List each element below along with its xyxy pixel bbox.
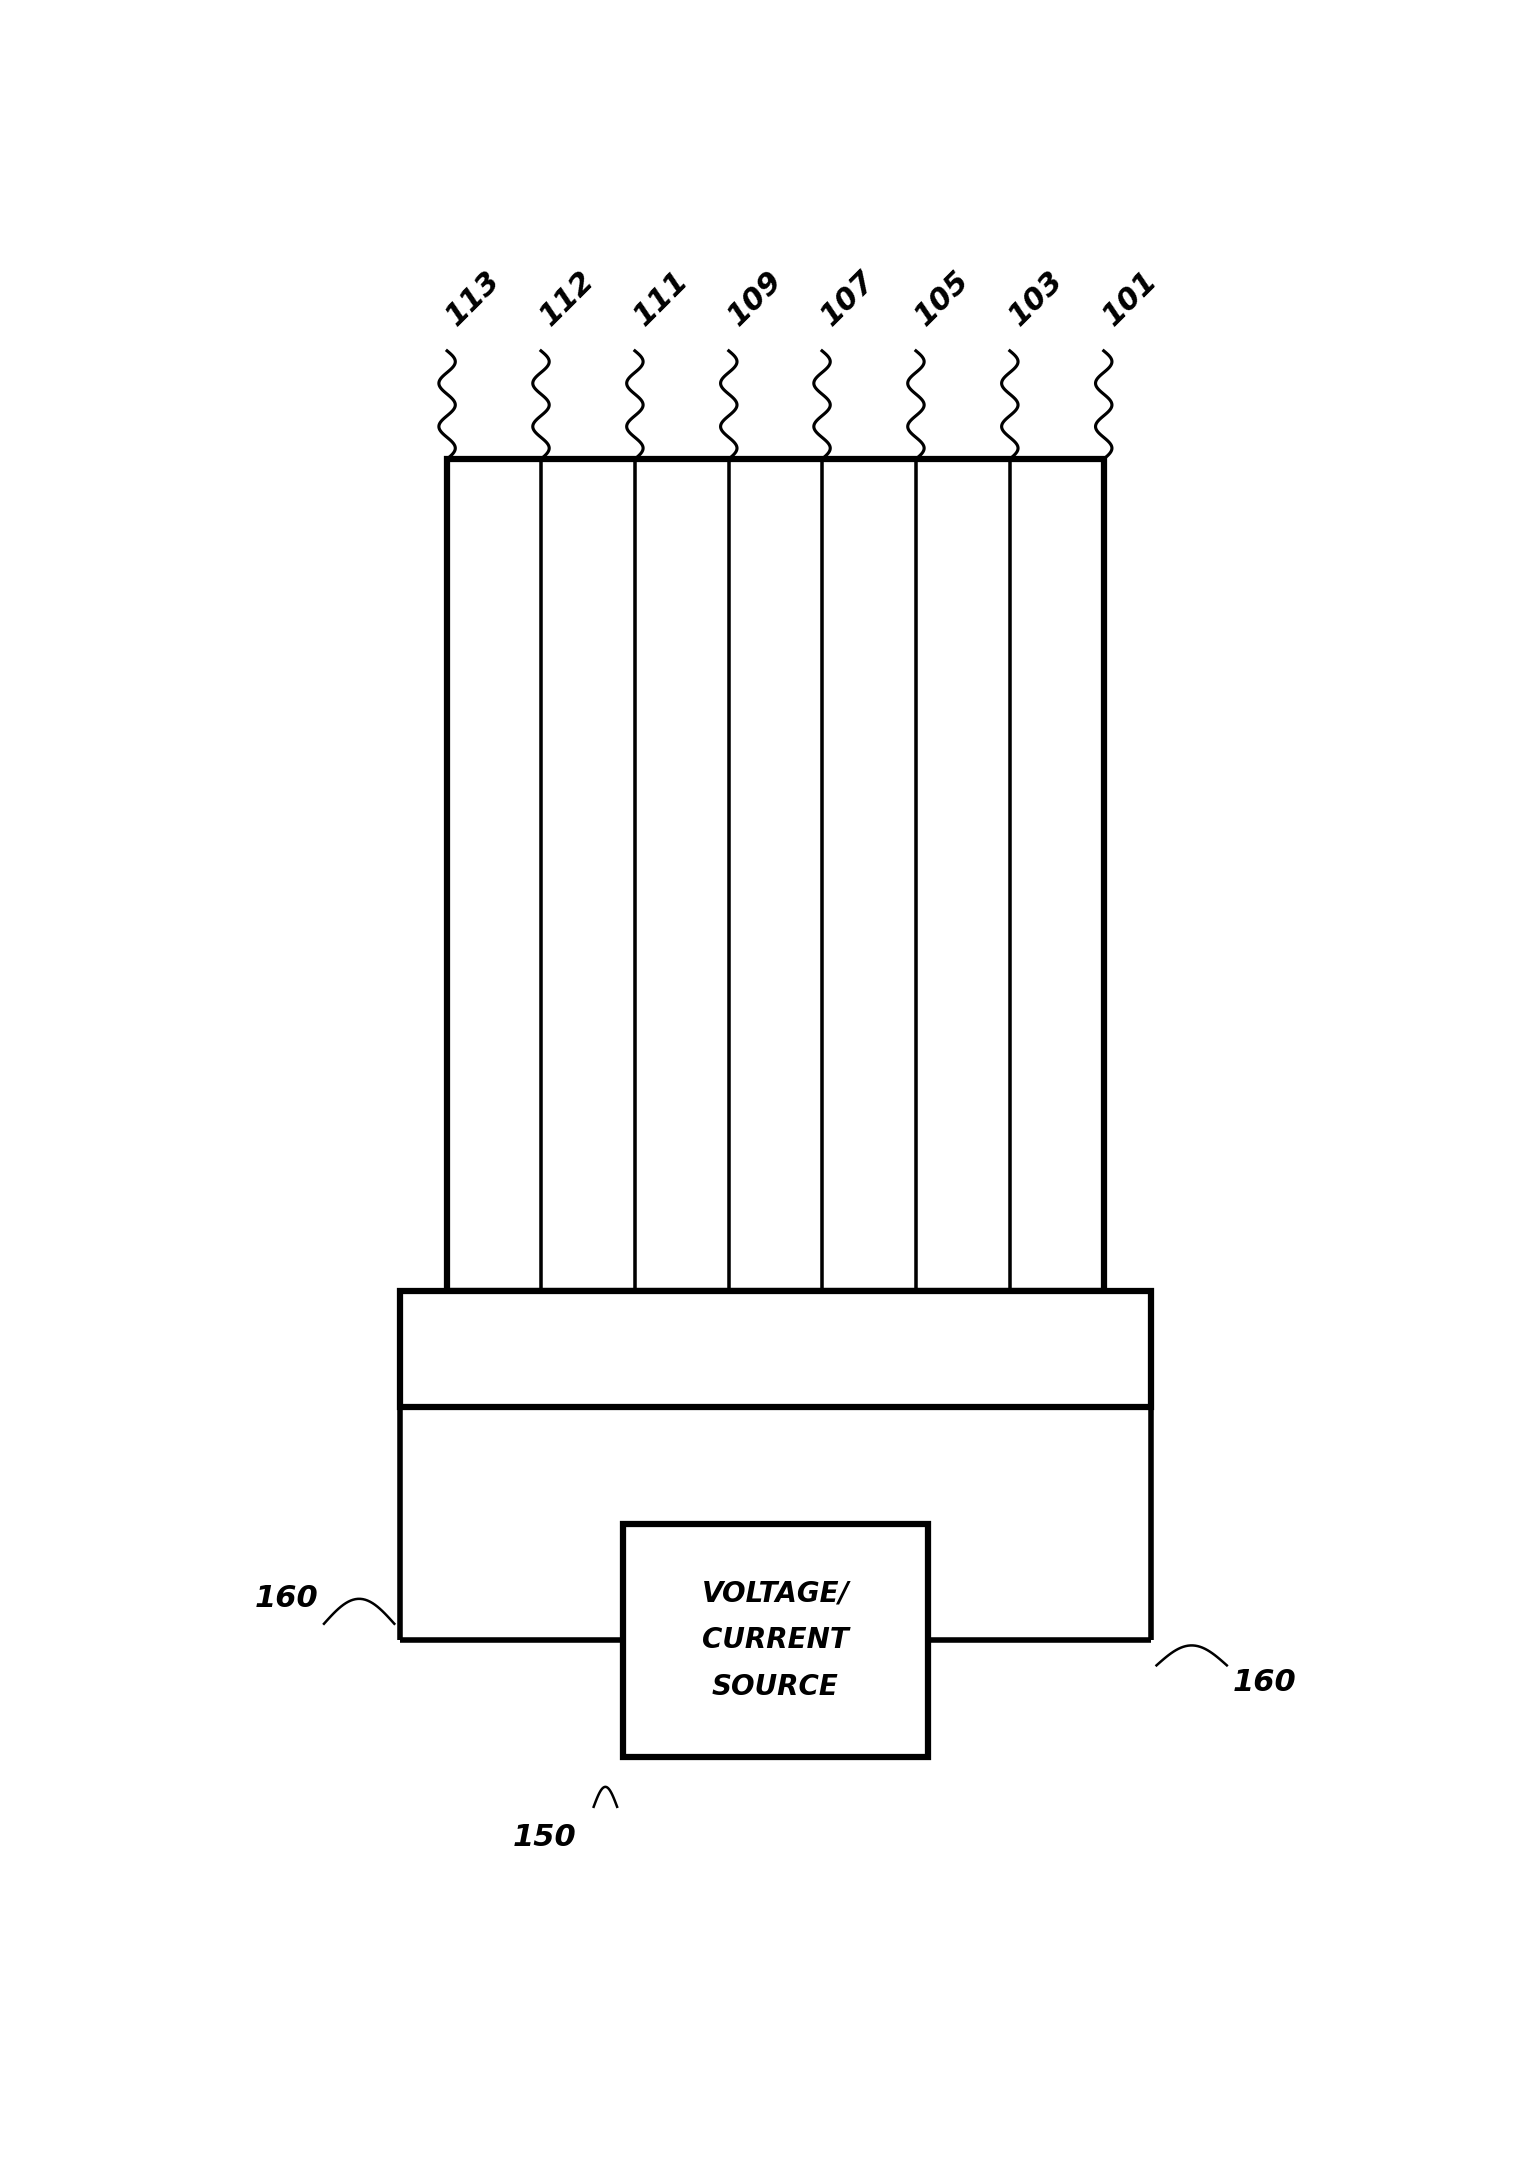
Text: 113: 113	[440, 266, 507, 331]
Bar	[448, 458, 1104, 1290]
Text: 111: 111	[628, 266, 694, 331]
Text: 103: 103	[1003, 266, 1070, 331]
Bar	[623, 1524, 927, 1757]
Text: 112: 112	[534, 266, 601, 331]
Text: 160: 160	[1233, 1668, 1297, 1696]
Text: 107: 107	[816, 266, 881, 331]
Text: 101: 101	[1097, 266, 1163, 331]
Text: VOLTAGE/: VOLTAGE/	[702, 1580, 849, 1608]
Text: SOURCE: SOURCE	[713, 1673, 838, 1701]
Text: CURRENT: CURRENT	[702, 1627, 849, 1655]
Text: 160: 160	[254, 1584, 318, 1614]
Bar	[399, 1290, 1151, 1407]
Text: 109: 109	[722, 266, 788, 331]
Text: 150: 150	[513, 1824, 576, 1852]
Text: 105: 105	[909, 266, 974, 331]
